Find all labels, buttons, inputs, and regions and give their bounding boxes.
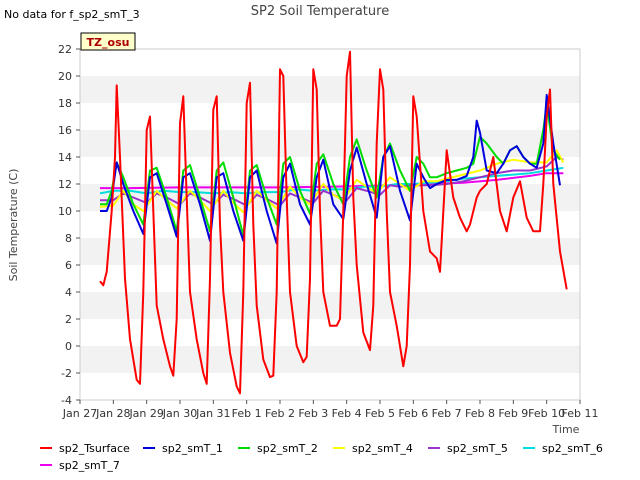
- x-tick-label: Jan 27: [62, 407, 97, 420]
- x-tick-label: Jan 30: [162, 407, 197, 420]
- x-tick-label: Feb 9: [498, 407, 528, 420]
- x-tick-label: Feb 5: [365, 407, 395, 420]
- x-tick-label: Jan 29: [128, 407, 163, 420]
- x-tick-label: Feb 10: [528, 407, 565, 420]
- x-tick-label: Jan 28: [95, 407, 130, 420]
- y-tick-label: -4: [61, 394, 72, 407]
- x-tick-label: Feb 7: [432, 407, 462, 420]
- y-tick-label: 0: [65, 340, 72, 353]
- x-tick-label: Feb 2: [265, 407, 295, 420]
- series-lines: [99, 50, 568, 395]
- grid-band: [80, 292, 580, 319]
- legend-label: sp2_smT_1: [162, 442, 223, 455]
- no-data-note: No data for f_sp2_smT_3: [4, 8, 140, 21]
- grid-band: [80, 49, 580, 76]
- plot-area-frame: [79, 48, 581, 401]
- grid-band: [80, 211, 580, 238]
- y-tick-label: 16: [58, 124, 72, 137]
- badge-box: [80, 32, 136, 51]
- grid-band: [80, 346, 580, 373]
- y-axis-label: Soil Temperature (C): [7, 169, 20, 282]
- y-tick-label: 2: [65, 313, 72, 326]
- grid-band: [80, 130, 580, 157]
- y-tick-label: -2: [61, 367, 72, 380]
- y-tick-label: 8: [65, 232, 72, 245]
- grid-band: [80, 103, 580, 130]
- x-tick-label: Feb 6: [398, 407, 428, 420]
- x-tick-label: Feb 1: [232, 407, 262, 420]
- legend-label: sp2_smT_2: [257, 442, 318, 455]
- series-line-sp2-Tsurface: [99, 50, 568, 395]
- grid-band: [80, 265, 580, 292]
- grid-band: [80, 373, 580, 400]
- y-tick-label: 20: [58, 70, 72, 83]
- y-tick-label: 18: [58, 97, 72, 110]
- legend-label: sp2_smT_5: [447, 442, 508, 455]
- y-tick-label: 10: [58, 205, 72, 218]
- grid-bands: [80, 49, 580, 400]
- badge-label: TZ_osu: [87, 36, 130, 49]
- legend-label: sp2_smT_7: [59, 459, 120, 472]
- series-line-sp2-smT-4: [99, 149, 565, 214]
- y-tick-label: 12: [58, 178, 72, 191]
- series-line-sp2-smT-2: [100, 103, 561, 237]
- grid-band: [80, 76, 580, 103]
- y-tick-label: 14: [58, 151, 72, 164]
- grid-band: [80, 238, 580, 265]
- y-tick-label: 4: [65, 286, 72, 299]
- y-tick-label: 22: [58, 43, 72, 56]
- tz-badge: TZ_osu: [80, 32, 136, 51]
- legend: sp2_Tsurface sp2_smT_1 sp2_smT_2 sp2_smT_4 s…: [40, 442, 603, 472]
- y-axis-ticks: -4 -2 0 2 4 6 8 10 12 14 16 18 20 22: [58, 43, 80, 407]
- x-tick-label: Jan 31: [195, 407, 230, 420]
- x-tick-label: Feb 3: [298, 407, 328, 420]
- y-tick-label: 6: [65, 259, 72, 272]
- x-axis-label: Time: [552, 423, 580, 436]
- x-tick-label: Feb 8: [465, 407, 495, 420]
- x-tick-label: Feb 11: [562, 407, 599, 420]
- chart-title: SP2 Soil Temperature: [251, 4, 389, 19]
- legend-label: sp2_Tsurface: [59, 442, 130, 455]
- x-tick-label: Feb 4: [332, 407, 362, 420]
- legend-label: sp2_smT_6: [542, 442, 603, 455]
- legend-label: sp2_smT_4: [352, 442, 413, 455]
